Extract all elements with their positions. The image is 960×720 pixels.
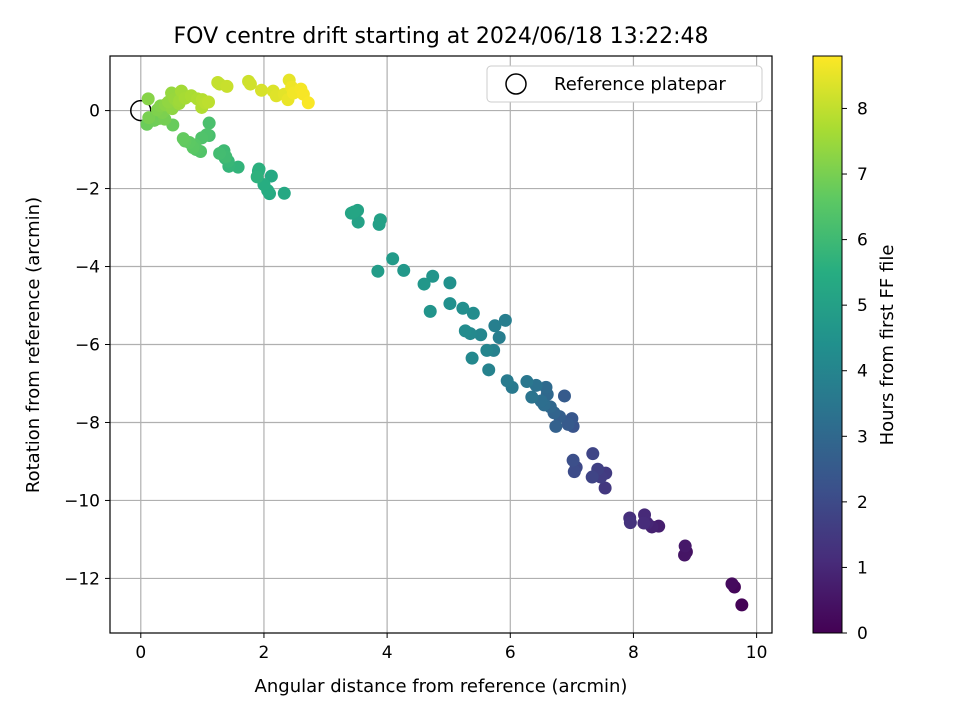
data-point bbox=[735, 598, 749, 612]
data-point bbox=[371, 264, 385, 278]
colorbar-tick-label: 3 bbox=[857, 427, 868, 447]
data-point bbox=[637, 516, 651, 530]
colorbar-tick-label: 2 bbox=[857, 493, 868, 513]
data-point bbox=[566, 453, 580, 467]
colorbar-tick-label: 1 bbox=[857, 558, 868, 578]
data-point bbox=[585, 470, 599, 484]
data-point bbox=[539, 380, 553, 394]
data-point bbox=[254, 83, 268, 97]
x-axis-label: Angular distance from reference (arcmin) bbox=[255, 676, 628, 697]
data-point bbox=[443, 276, 457, 290]
data-point bbox=[482, 363, 496, 377]
data-point bbox=[623, 516, 637, 530]
y-tick-label: 0 bbox=[89, 102, 100, 122]
data-point bbox=[456, 301, 470, 315]
data-point bbox=[386, 252, 400, 266]
data-point bbox=[277, 186, 291, 200]
data-point bbox=[458, 324, 472, 338]
x-tick-label: 2 bbox=[259, 643, 270, 663]
data-point bbox=[426, 269, 440, 283]
data-point bbox=[557, 389, 571, 403]
y-tick-label: −4 bbox=[75, 258, 100, 278]
x-tick-label: 10 bbox=[746, 643, 768, 663]
x-tick-label: 6 bbox=[505, 643, 516, 663]
data-point bbox=[678, 539, 692, 553]
x-tick-label: 8 bbox=[628, 643, 639, 663]
data-point bbox=[417, 277, 431, 291]
data-point bbox=[488, 319, 502, 333]
data-point bbox=[443, 297, 457, 311]
y-tick-label: −6 bbox=[75, 336, 100, 356]
x-tick-label: 4 bbox=[382, 643, 393, 663]
data-point bbox=[498, 313, 512, 327]
x-axis-ticks: 0 2 4 6 8 10 bbox=[135, 633, 767, 663]
data-point bbox=[176, 132, 190, 146]
reference-platepar-marker bbox=[130, 99, 152, 122]
colorbar-tick-label: 4 bbox=[857, 362, 868, 382]
data-points bbox=[130, 73, 749, 612]
data-point bbox=[567, 465, 581, 479]
data-point bbox=[586, 447, 600, 461]
data-point bbox=[213, 146, 227, 160]
data-point bbox=[373, 213, 387, 227]
data-point bbox=[202, 95, 216, 109]
legend: Reference platepar bbox=[486, 65, 763, 103]
y-tick-label: −8 bbox=[75, 413, 100, 433]
data-point bbox=[141, 92, 155, 106]
data-point bbox=[142, 111, 156, 125]
legend-box bbox=[486, 65, 763, 103]
data-point bbox=[220, 79, 234, 93]
data-point bbox=[351, 215, 365, 229]
data-point bbox=[243, 77, 257, 91]
y-axis-ticks: 0 −2 −4 −6 −8 −10 −12 bbox=[64, 102, 110, 589]
data-point bbox=[480, 343, 494, 357]
data-point bbox=[301, 96, 315, 110]
data-point bbox=[202, 116, 216, 130]
chart-title: FOV centre drift starting at 2024/06/18 … bbox=[174, 24, 709, 49]
colorbar-tick-label: 7 bbox=[857, 165, 868, 185]
data-point bbox=[492, 330, 506, 344]
data-point bbox=[465, 351, 479, 365]
data-point bbox=[250, 170, 264, 184]
legend-label: Reference platepar bbox=[554, 74, 726, 95]
colorbar-tick-label: 5 bbox=[857, 296, 868, 316]
colorbar bbox=[812, 55, 843, 634]
data-point bbox=[264, 169, 278, 183]
data-point bbox=[520, 375, 534, 389]
data-point bbox=[561, 417, 575, 431]
data-point bbox=[347, 205, 361, 219]
colorbar-tick-label: 6 bbox=[857, 231, 868, 251]
grid-lines bbox=[110, 56, 772, 633]
data-point bbox=[725, 577, 739, 591]
data-point bbox=[500, 374, 514, 388]
data-point bbox=[549, 419, 563, 433]
colorbar-label: Hours from first FF file bbox=[877, 245, 898, 446]
data-point bbox=[598, 481, 612, 495]
colorbar-ticks: 0 1 2 3 4 5 6 7 8 bbox=[842, 99, 868, 644]
y-axis-label: Rotation from reference (arcmin) bbox=[23, 197, 44, 493]
y-tick-label: −2 bbox=[75, 180, 100, 200]
legend-marker-icon bbox=[505, 73, 527, 95]
colorbar-tick-label: 8 bbox=[857, 99, 868, 119]
data-point bbox=[423, 304, 437, 318]
colorbar-tick-label: 0 bbox=[857, 624, 868, 644]
y-tick-label: −12 bbox=[64, 569, 100, 589]
data-point bbox=[474, 328, 488, 342]
data-point bbox=[525, 390, 539, 404]
data-point bbox=[466, 306, 480, 320]
x-tick-label: 0 bbox=[135, 643, 146, 663]
data-point bbox=[397, 263, 411, 277]
y-tick-label: −10 bbox=[64, 491, 100, 511]
